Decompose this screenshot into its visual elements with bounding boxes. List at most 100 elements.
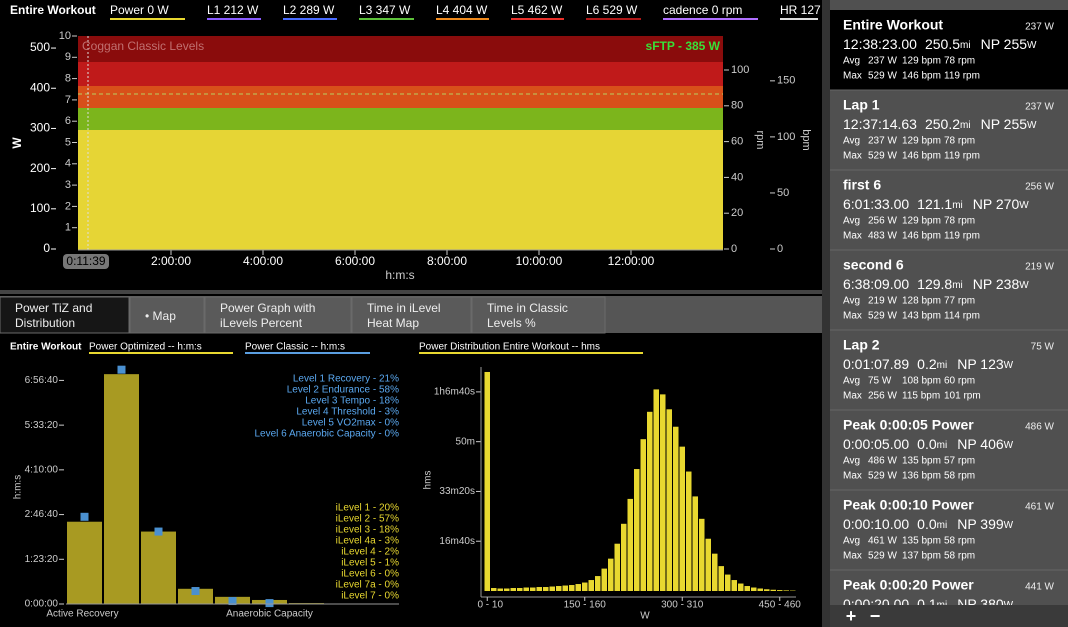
tab-label-box: Power Graph with iLevels Percent [220, 301, 316, 330]
lap-np: NP 399 [957, 516, 1004, 532]
y3-tick-label: 100 [777, 131, 795, 143]
legend-entry[interactable]: L6 529 W [586, 3, 638, 17]
legend-entry[interactable]: HR 127 [780, 3, 821, 17]
splitter[interactable] [0, 290, 822, 294]
bar [634, 469, 640, 591]
bar [569, 585, 575, 591]
bar [770, 589, 776, 591]
lap-max: 136 bpm [902, 471, 941, 482]
bar [718, 566, 724, 591]
lap-summary: 0:01:07.89 0.2mi NP 123W [843, 356, 1014, 372]
x-tick-label: 8:00:00 [427, 254, 467, 268]
bar [673, 426, 679, 591]
y-tick-label: 6 [65, 115, 71, 127]
lap-dist-unit: mi [937, 600, 948, 611]
tab[interactable] [204, 296, 352, 334]
bar [575, 584, 581, 591]
bar [666, 409, 672, 591]
bar [601, 568, 607, 591]
lap-item[interactable]: Peak 0:00:05 Power 486 W 0:00:05.00 0.0mi NP… [830, 417, 1068, 491]
lap-item[interactable]: second 6 219 W 6:38:09.00 129.8mi NP 238W Avg… [830, 257, 1068, 331]
lap-dist: 121.1 [917, 196, 952, 212]
ilevel-entry: iLevel 7a - 0% [336, 580, 399, 591]
lap-avg: Avg [843, 296, 860, 307]
toolbar-button[interactable]: + [846, 606, 857, 626]
tab-label[interactable]: Power TiZ and Distribution [15, 301, 93, 330]
y2-tick-label: 0 [731, 243, 737, 255]
bar [484, 371, 490, 591]
legend-entry[interactable]: cadence 0 rpm [663, 3, 742, 17]
lap-power: 219 W [1025, 262, 1054, 273]
lap-dist: 250.2 [925, 116, 960, 132]
y-tick-label: 10 [59, 30, 71, 42]
axis-label: h:m:s [385, 268, 414, 282]
lap-avg: Avg [843, 536, 860, 547]
bar [582, 582, 588, 591]
lap-max: 143 bpm [902, 311, 941, 322]
lap-dist-unit: mi [960, 120, 971, 131]
lap-max: 529 W [868, 151, 897, 162]
lap-summary: 0:00:20.00 0.1mi NP 380W [843, 596, 1014, 612]
lap-max: 146 bpm [902, 231, 941, 242]
tab[interactable] [0, 296, 130, 334]
lap-item[interactable]: Lap 2 75 W 0:01:07.89 0.2mi NP 123W Avg 75 W 10… [830, 337, 1068, 411]
axis-label: rpm [754, 131, 766, 150]
tab[interactable] [129, 296, 205, 334]
bar [647, 411, 653, 591]
lap-title: first 6 [843, 177, 881, 193]
y-tick-label: 300 [30, 121, 50, 135]
tab-label[interactable]: • Map [145, 308, 176, 323]
legend-entry[interactable]: Power 0 W [110, 3, 169, 17]
lap-avg: 135 bpm [902, 456, 941, 467]
tab-label-box: • Map [145, 308, 176, 323]
lap-item[interactable]: Peak 0:00:10 Power 461 W 0:00:10.00 0.0mi NP… [830, 497, 1068, 571]
lap-power: 237 W [1025, 102, 1054, 113]
level-entry: Level 3 Tempo - 18% [305, 396, 399, 407]
toolbar-button[interactable]: − [870, 606, 881, 626]
y-tick-label: 7 [65, 94, 71, 106]
lap-np-unit: W [1004, 360, 1014, 371]
lap-avg: 237 W [868, 136, 897, 147]
lap-item[interactable]: Peak 0:00:20 Power 441 W 0:00:20.00 0.1mi NP… [830, 577, 1068, 627]
tab-label-box: Time in Classic Levels % [487, 301, 568, 330]
ilevel-entry: iLevel 4a - 3% [336, 536, 399, 547]
lap-avg: 129 bpm [902, 136, 941, 147]
lap-item[interactable]: Entire Workout 237 W 12:38:23.00 250.5mi NP … [830, 10, 1068, 91]
y-tick-label: 33m20s [439, 486, 475, 497]
tab-label[interactable]: Time in Classic Levels % [487, 301, 568, 330]
y2-tick-label: 40 [731, 171, 743, 183]
legend-entry[interactable]: L3 347 W [359, 3, 411, 17]
zone-bands [78, 36, 723, 250]
lap-item[interactable]: first 6 256 W 6:01:33.00 121.1mi NP 270W Avg 2… [830, 177, 1068, 251]
lap-avg: 135 bpm [902, 536, 941, 547]
lap-dist-unit: mi [960, 40, 971, 51]
legend-entry[interactable]: L1 212 W [207, 3, 259, 17]
tab-label[interactable]: Time in iLevel Heat Map [367, 301, 441, 330]
bar [523, 587, 529, 591]
sidebar [830, 0, 1068, 627]
lap-avg: 78 rpm [944, 216, 975, 227]
tab[interactable] [351, 296, 472, 334]
lap-np-unit: W [1019, 200, 1029, 211]
lap-avg: 129 bpm [902, 216, 941, 227]
y2-tick-label: 60 [731, 136, 743, 148]
legend-entry[interactable]: L4 404 W [436, 3, 488, 17]
splitter[interactable] [822, 0, 830, 627]
tab[interactable] [471, 296, 606, 334]
legend-entry[interactable]: L2 289 W [283, 3, 335, 17]
lap-avg: 58 rpm [944, 536, 975, 547]
legend-entry[interactable]: L5 462 W [511, 3, 563, 17]
lap-max: 529 W [868, 471, 897, 482]
lap-max: Max [843, 391, 862, 402]
lap-max: 146 bpm [902, 71, 941, 82]
lap-summary: 0:00:10.00 0.0mi NP 399W [843, 516, 1014, 532]
lap-avg: 219 W [868, 296, 897, 307]
lap-item[interactable]: Lap 1 237 W 12:37:14.63 250.2mi NP 255W Avg 23… [830, 97, 1068, 171]
ilevel-entry: iLevel 3 - 18% [336, 525, 399, 536]
tab-label[interactable]: Power Graph with iLevels Percent [220, 301, 316, 330]
chart-title: Power Distribution Entire Workout -- hms [419, 342, 600, 353]
lap-max: 529 W [868, 551, 897, 562]
y-tick-label: 400 [30, 80, 50, 94]
